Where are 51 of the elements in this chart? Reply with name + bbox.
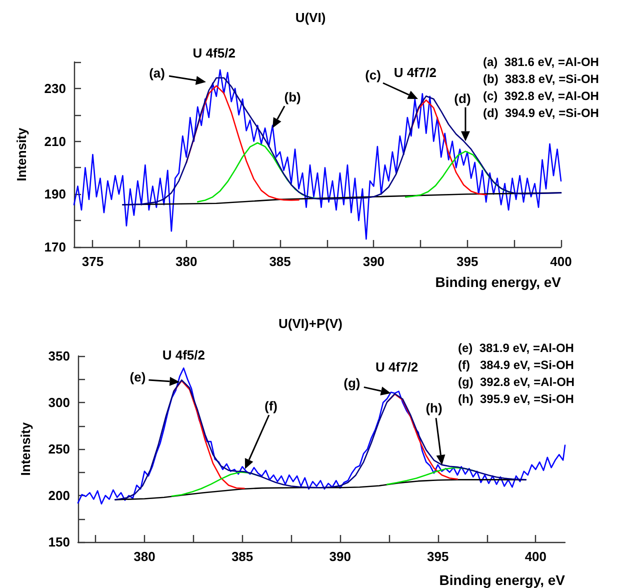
annotation: U 4f5/2 [162,348,205,363]
annotation: (b) 383.8 eV, =Si-OH [483,72,599,86]
line-series [186,85,300,201]
y-axis-title: Intensity [18,422,33,476]
x-tick-label: 375 [82,254,104,269]
annotation: (e) [130,370,146,385]
y-tick-label: 350 [48,348,70,364]
line-series [173,380,245,489]
x-tick-label: 380 [134,549,156,564]
annotation: (f) [264,398,278,414]
annotation: U 4f5/2 [192,45,236,60]
y-tick-label: 200 [48,488,70,503]
x-tick-label: 390 [329,549,351,564]
annotation: (b) [284,90,301,105]
x-tick-label: 400 [524,549,547,564]
line-series [386,394,458,480]
annotation: (h) 395.9 eV, =Si-OH [458,392,574,406]
y-tick-label: 150 [48,534,70,550]
text: (e) 381.9 eV, =Al-OH [458,341,574,355]
annotation: (c) 392.8 eV, =Al-OH [483,89,599,103]
x-tick-label: 400 [550,254,572,269]
annotation: U 4f7/2 [394,64,436,80]
x-axis-title: Binding energy, eV [435,274,562,290]
annotation: U 4f7/2 [376,360,418,375]
x-tick-label: 385 [231,549,254,564]
x-tick-label: 385 [269,254,291,269]
y-tick-label: 230 [44,80,66,96]
annotation: (g) [344,376,360,391]
annotation: (d) 394.9 eV, =Si-OH [483,106,599,120]
chart-title: U(VI) [295,10,326,25]
x-tick-label: 395 [456,254,478,269]
x-tick-label: 390 [362,254,385,269]
annotation: (f) 384.9 eV, =Si-OH [458,358,574,372]
y-tick-label: 250 [48,442,70,456]
annotation: (a) [149,66,165,80]
annotation: (a) 381.6 eV, =Al-OH [483,55,599,69]
line-series [196,142,318,202]
line-series [114,479,527,500]
annotation: (c) [365,68,381,82]
y-tick-label: 170 [44,240,66,254]
y-tick-label: 210 [44,134,66,149]
annotation: (d) [454,90,471,106]
annotation: (g) 392.8 eV, =Al-OH [458,375,575,389]
x-tick-label: 395 [427,549,449,564]
x-axis-title: Binding energy, eV [439,572,566,588]
y-tick-label: 300 [48,395,70,410]
y-axis-title: Intensity [14,127,29,182]
annotation: (h) [426,400,442,416]
y-tick-label: 190 [44,186,66,202]
x-tick-label: 380 [176,254,198,269]
chart-title: U(VI)+P(V) [278,316,342,331]
